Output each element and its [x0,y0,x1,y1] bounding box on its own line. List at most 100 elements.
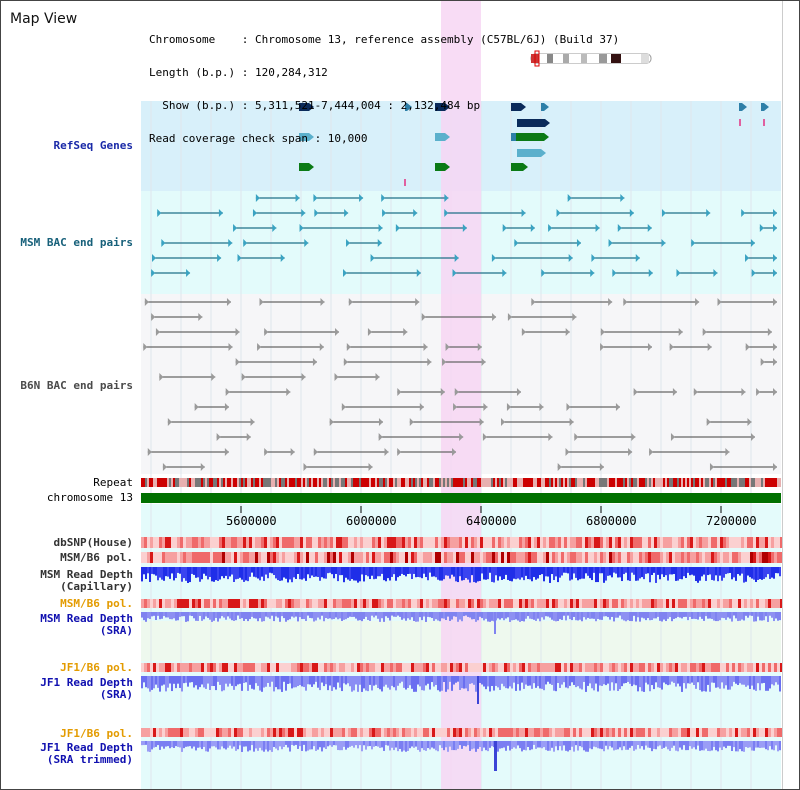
polymorphism-heat-cell [600,552,603,563]
read-depth-bar [641,567,643,578]
read-depth-bar [665,612,667,622]
polymorphism-heat-cell [768,537,771,548]
bac-end-arrow [295,194,300,202]
read-depth-bar [581,567,583,579]
read-depth-bar [651,741,653,752]
polymorphism-heat-cell [363,537,366,548]
read-depth-bar [679,741,681,748]
read-depth-bar [499,567,501,577]
read-depth-bar [763,612,765,621]
read-depth-bar [293,741,295,746]
repeat-segment [279,478,281,487]
repeat-segment [485,478,487,487]
polymorphism-heat-cell [207,728,210,737]
read-depth-bar [389,676,391,690]
repeat-segment [329,478,331,487]
read-depth-bar [451,612,453,620]
polymorphism-heat-cell [396,599,399,608]
bac-end-arrow [444,209,449,217]
polymorphism-heat-cell [714,728,717,737]
polymorphism-heat-cell [756,728,759,737]
read-depth-bar [621,567,623,582]
read-depth-bar [635,612,637,622]
read-depth-bar [475,676,477,692]
polymorphism-heat-cell [384,728,387,737]
polymorphism-heat-cell [159,663,162,672]
read-depth-bar [397,741,399,752]
polymorphism-heat-cell [318,537,321,548]
read-depth-bar [479,741,481,747]
polymorphism-heat-cell [516,728,519,737]
read-depth-bar [557,741,559,751]
polymorphism-heat-cell [171,552,174,563]
track-label-msm-read-depth-sra: MSM Read Depth [40,612,133,625]
read-depth-bar [201,741,203,750]
read-depth-bar [657,741,659,747]
read-depth-bar [759,567,761,580]
read-depth-bar [699,741,701,751]
read-depth-bar [555,567,557,577]
read-depth-bar [363,741,365,746]
read-depth-bar [731,612,733,622]
read-depth-bar [379,676,381,690]
polymorphism-heat-cell [648,537,651,548]
read-depth-bar [237,567,239,579]
read-depth-bar [241,567,243,580]
read-depth-bar [723,567,725,578]
read-depth-bar [183,567,185,579]
track-label-refseq-genes[interactable]: RefSeq Genes [53,139,133,152]
read-depth-bar [767,612,769,622]
polymorphism-heat-cell [495,537,498,548]
read-depth-bar [291,567,293,583]
ideogram-band [539,54,547,63]
read-depth-bar [207,612,209,618]
read-depth-bar [659,567,661,580]
track-label-msm-bac[interactable]: MSM BAC end pairs [20,236,133,249]
read-depth-bar [505,612,507,619]
repeat-segment [401,478,403,487]
polymorphism-heat-cell [699,663,702,672]
polymorphism-heat-cell [417,663,420,672]
read-depth-bar [541,741,543,749]
bac-end-arrow [151,269,156,277]
read-depth-bar [403,567,405,575]
repeat-segment [267,478,269,487]
polymorphism-heat-cell [621,599,624,608]
polymorphism-heat-cell [555,599,558,608]
repeat-segment [473,478,475,487]
polymorphism-heat-cell [687,728,690,737]
read-depth-bar [497,612,499,619]
polymorphism-heat-cell [261,552,264,563]
polymorphism-heat-cell [735,599,738,608]
read-depth-bar [185,567,187,581]
read-depth-bar [295,567,297,579]
read-depth-bar [155,676,157,685]
read-depth-bar [695,676,697,689]
polymorphism-heat-cell [702,663,705,672]
read-depth-bar [235,567,237,580]
read-depth-bar [211,612,213,622]
read-depth-bar [207,567,209,580]
polymorphism-heat-cell [228,663,231,672]
bac-end-arrow [521,328,526,336]
polymorphism-heat-cell [234,537,237,548]
repeat-segment [719,478,721,487]
polymorphism-heat-cell [261,599,264,608]
polymorphism-heat-cell [504,599,507,608]
polymorphism-heat-cell [435,599,438,608]
read-depth-bar [283,567,285,578]
read-depth-bar [457,741,459,749]
repeat-segment [409,478,411,487]
track-label-jf1-b6-pol: JF1/B6 pol. [60,661,133,674]
read-depth-bar [669,676,671,685]
read-depth-bar [385,567,387,582]
polymorphism-heat-cell [558,552,561,563]
read-depth-bar [251,567,253,573]
track-label-b6n-bac[interactable]: B6N BAC end pairs [20,379,133,392]
polymorphism-heat-cell [504,552,507,563]
read-depth-bar [577,676,579,687]
repeat-segment [199,478,201,487]
polymorphism-heat-cell [399,552,402,563]
read-depth-bar [289,676,291,684]
